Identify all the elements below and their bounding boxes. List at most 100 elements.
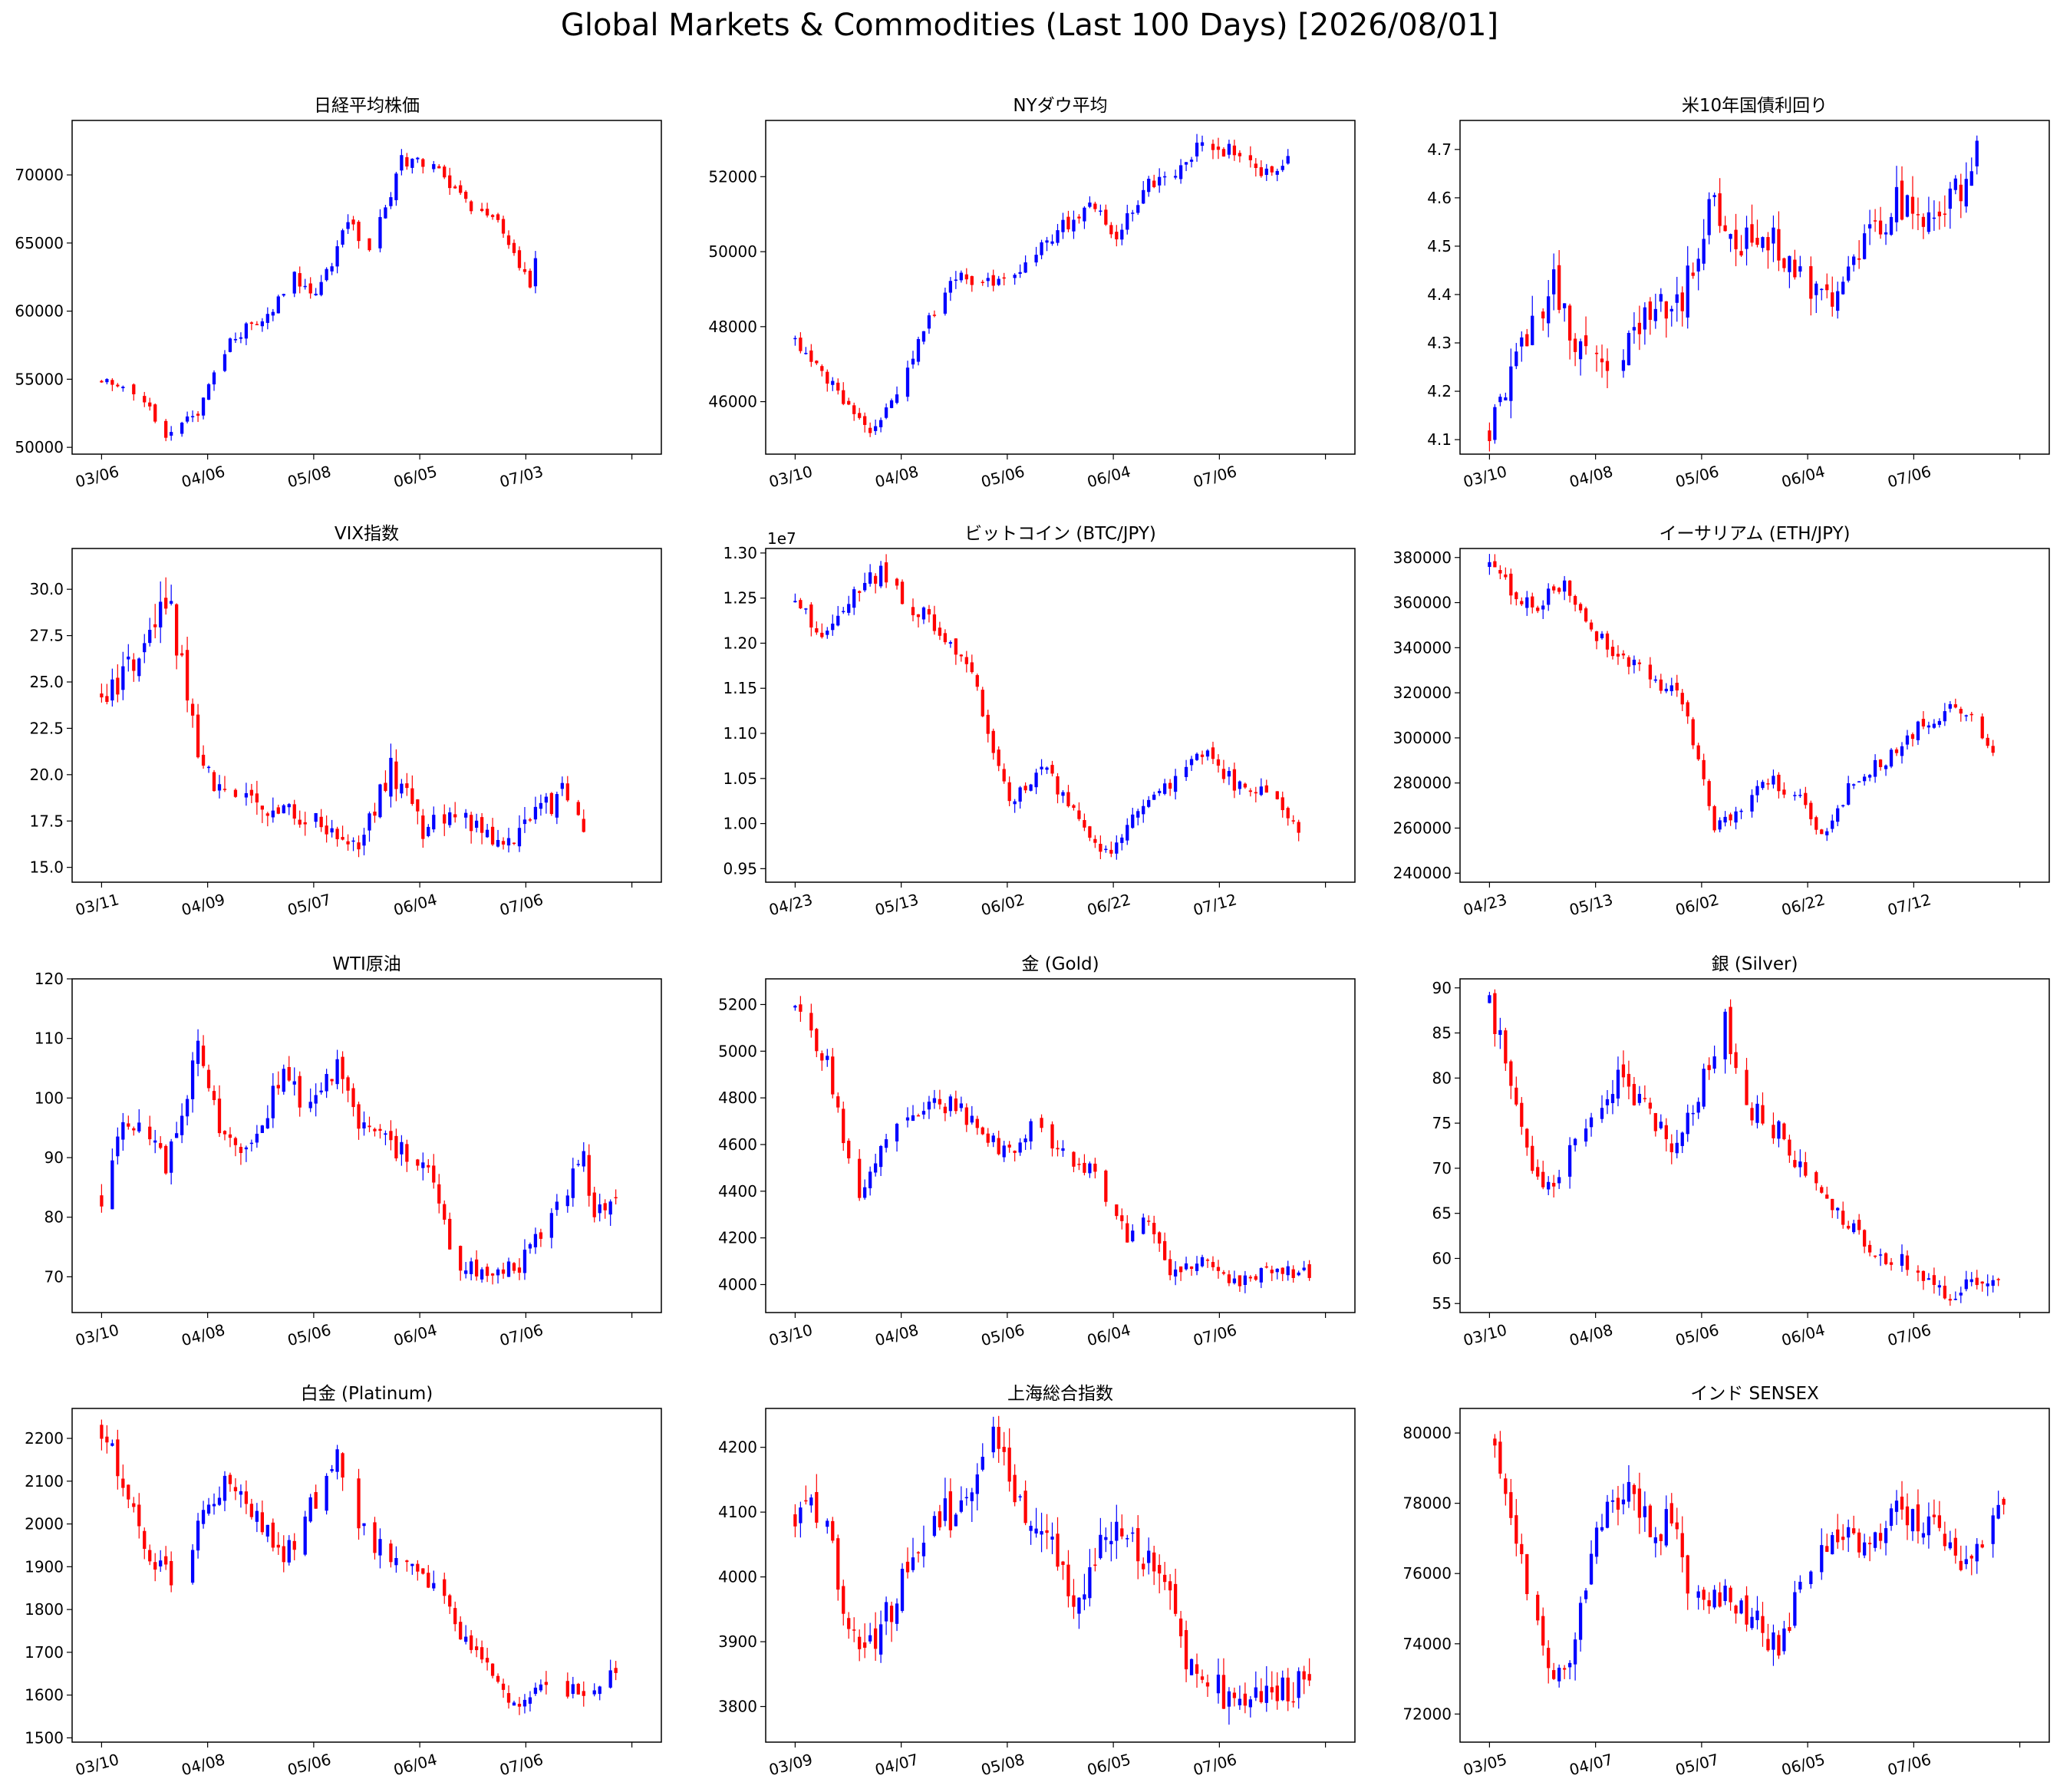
candle-body [464,1636,468,1642]
candle-body [1189,1266,1194,1270]
candle [1131,209,1135,222]
candle [153,604,157,639]
candle [341,1051,344,1094]
candle [1691,716,1695,749]
candle [1659,1533,1663,1556]
candle [351,837,355,852]
candle-body [298,819,302,825]
candle-body [1937,211,1942,216]
candle [373,1127,377,1137]
candle-body [143,396,147,403]
candle-body [1964,1279,1968,1290]
candle-body [1884,1253,1888,1264]
y-tick-label: 1.05 [723,769,757,788]
y-tick-label: 4600 [718,1135,757,1154]
candle-body [265,1524,269,1537]
candle [1547,1176,1551,1196]
candle-body [506,1693,511,1703]
candle-body [378,216,382,249]
candle-body [1023,1138,1027,1142]
candle-body [1653,308,1657,321]
candle-body [1910,196,1915,214]
candle-body [1563,303,1567,308]
candle-body [1718,193,1722,226]
candle-body [1702,1069,1706,1107]
candle [1050,234,1054,246]
candle-body [416,157,420,160]
candle-body [1648,664,1652,680]
candle [1820,828,1824,835]
candle [159,1550,163,1573]
candle [1594,345,1599,372]
candle [614,1661,618,1681]
candle-body [1573,596,1577,605]
candle-body [373,812,377,816]
candle-body [1126,1223,1129,1243]
candle [1755,1095,1759,1128]
candle-body [1002,769,1006,782]
candle [1547,1640,1551,1684]
candle [1578,602,1583,614]
candle [1173,1568,1178,1617]
candle [405,772,409,796]
candle-body [1515,351,1518,367]
candle-body [1115,232,1119,240]
candle [1969,157,1973,186]
candle [137,1493,141,1539]
candle [1158,1231,1162,1252]
candle [900,579,905,605]
candle-body [1264,1266,1268,1268]
candle-body [1953,704,1957,708]
y-tick-label: 2000 [25,1515,64,1533]
candle [1002,763,1006,784]
candle [255,1125,259,1148]
candle-body [1291,1269,1295,1278]
y-tick-label: 76000 [1402,1564,1452,1583]
candle [394,1546,398,1573]
candle [1605,1494,1610,1529]
candle [1986,1274,1989,1296]
candle-body [1280,797,1284,811]
candle [1573,333,1577,367]
candle-body [1696,259,1700,272]
candle [959,654,963,662]
candle [405,153,409,170]
panel-title: VIX指数 [335,524,399,544]
candle-body [858,1636,862,1649]
candle [1718,817,1722,832]
candle [1243,782,1248,789]
candle-body [1578,604,1583,611]
candle-body [1964,715,1968,716]
candle [1232,140,1237,161]
candle-body [1232,769,1237,791]
candle [1072,1151,1076,1173]
candle [815,621,819,635]
candle [190,410,195,423]
candle-body [298,1076,302,1108]
candle-body [1873,220,1877,222]
candle-body [1504,397,1508,400]
candle-body [847,1141,851,1158]
candle [943,287,948,316]
candle-body [1755,238,1759,245]
y-tick-label: 17.5 [29,812,64,830]
candle [1686,1554,1689,1610]
candle [110,1148,114,1210]
y-tick-label: 4000 [718,1275,757,1293]
candle-body [1702,1589,1706,1600]
candle [1563,303,1567,322]
candle [1173,769,1178,800]
candle-body [1627,657,1631,667]
candle-body [121,387,125,389]
candle-body [427,826,430,836]
candle [485,1263,489,1283]
candle-body [1594,1527,1599,1557]
candle-body [148,630,152,644]
candle-body [1286,1677,1290,1701]
candle-body [351,840,355,842]
candle [1675,674,1679,697]
candle-body [1531,596,1534,608]
candle [1072,210,1076,239]
candle-body [1686,1555,1689,1594]
